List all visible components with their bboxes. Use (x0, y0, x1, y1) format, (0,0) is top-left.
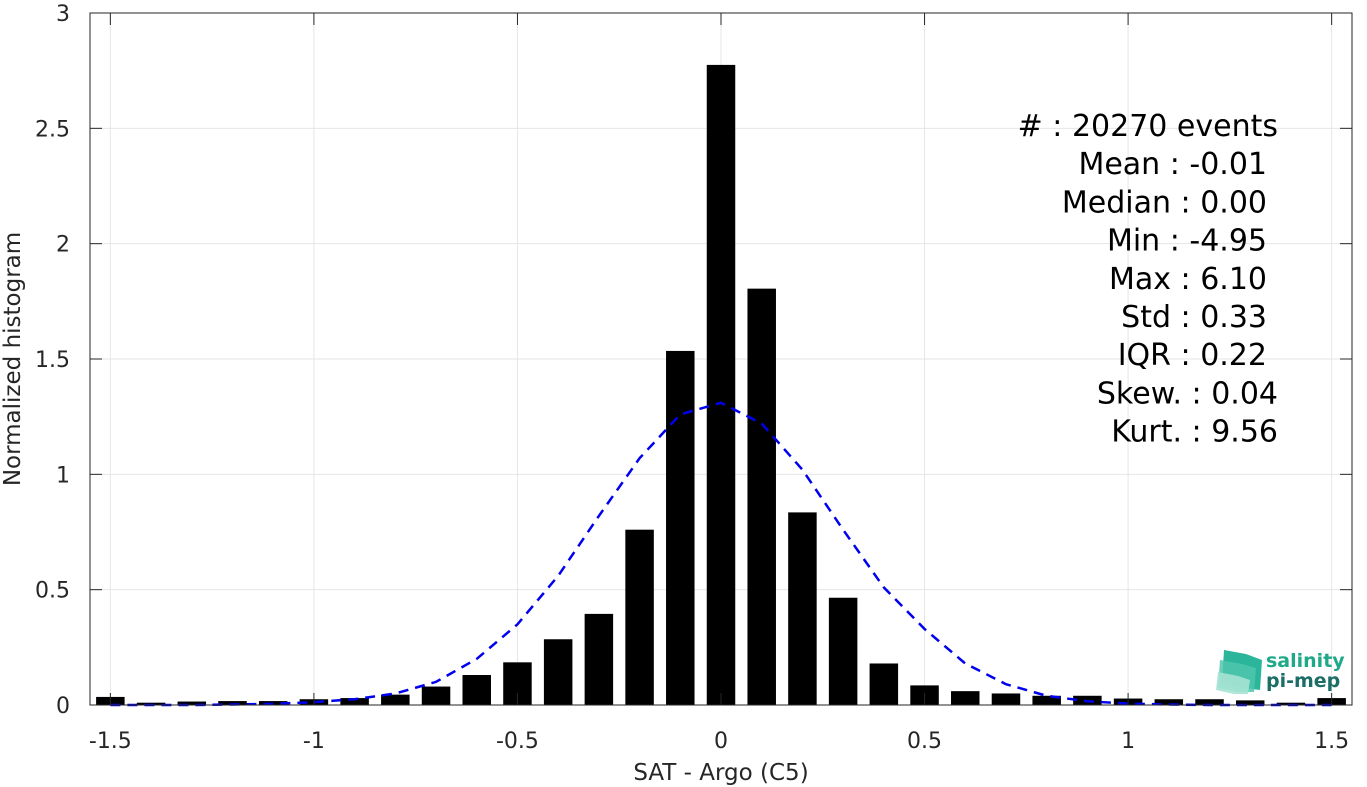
y-tick-label: 2 (56, 233, 70, 258)
histogram-bar (421, 686, 451, 705)
histogram-bar (381, 694, 410, 705)
x-axis-ticks: -1.5 -1 -0.5 0 0.5 1 1.5 (89, 13, 1349, 754)
y-tick-label: 3 (56, 2, 70, 27)
logo-text-salinity: salinity (1266, 650, 1345, 672)
histogram-bar (951, 691, 980, 705)
x-tick-label: -1 (303, 729, 325, 754)
stat-line: # : 20270 events (1018, 109, 1278, 144)
histogram-bar (828, 597, 858, 705)
logo-text-pi-mep: pi-mep (1266, 670, 1340, 692)
histogram-bar (218, 701, 247, 705)
histogram-bars (96, 64, 1346, 705)
stat-line: Max : 6.10 (1109, 262, 1267, 297)
x-tick-label: -0.5 (496, 729, 539, 754)
y-axis-ticks: 0 0.5 1 1.5 2 2.5 3 (35, 2, 1352, 719)
histogram-bar (177, 701, 207, 705)
histogram-bar (1235, 700, 1265, 705)
histogram-bar (625, 529, 654, 705)
histogram-bar (1195, 699, 1224, 705)
histogram-bar (869, 663, 899, 705)
normal-fit-curve (110, 401, 1332, 707)
stat-line: Skew. : 0.04 (1097, 376, 1278, 411)
histogram-bar (747, 288, 776, 705)
x-tick-label: 1 (1121, 729, 1135, 754)
histogram-bar (543, 639, 573, 705)
x-tick-label: -1.5 (89, 729, 132, 754)
histogram-bar (584, 613, 614, 705)
histogram-bar (666, 350, 695, 705)
salinity-pi-mep-logo: salinity pi-mep (1216, 650, 1345, 694)
stat-line: Min : -4.95 (1107, 224, 1267, 259)
x-axis-label: SAT - Argo (C5) (633, 760, 808, 786)
stat-line: Mean : -0.01 (1078, 147, 1267, 182)
y-tick-label: 1.5 (35, 348, 70, 373)
stat-line: IQR : 0.22 (1118, 338, 1267, 373)
y-tick-label: 1 (56, 463, 70, 488)
histogram-bar (1032, 695, 1061, 705)
logo-mark-icon (1216, 650, 1262, 694)
x-tick-label: 0.5 (907, 729, 942, 754)
x-tick-label: 0 (714, 729, 728, 754)
stat-line: Kurt. : 9.56 (1111, 415, 1278, 450)
histogram-bar (1154, 699, 1184, 705)
y-tick-label: 0 (56, 694, 70, 719)
y-tick-label: 0.5 (35, 579, 70, 604)
histogram-bar (340, 698, 369, 705)
y-axis-label: Normalized histogram (0, 232, 26, 486)
histogram-bar (788, 512, 817, 705)
histogram-bar (706, 64, 736, 705)
histogram-bar (991, 693, 1021, 705)
histogram-bar (462, 675, 491, 705)
y-tick-label: 2.5 (35, 117, 70, 142)
stat-line: Median : 0.00 (1062, 185, 1267, 220)
x-tick-label: 1.5 (1314, 729, 1349, 754)
stat-line: Std : 0.33 (1121, 300, 1267, 335)
